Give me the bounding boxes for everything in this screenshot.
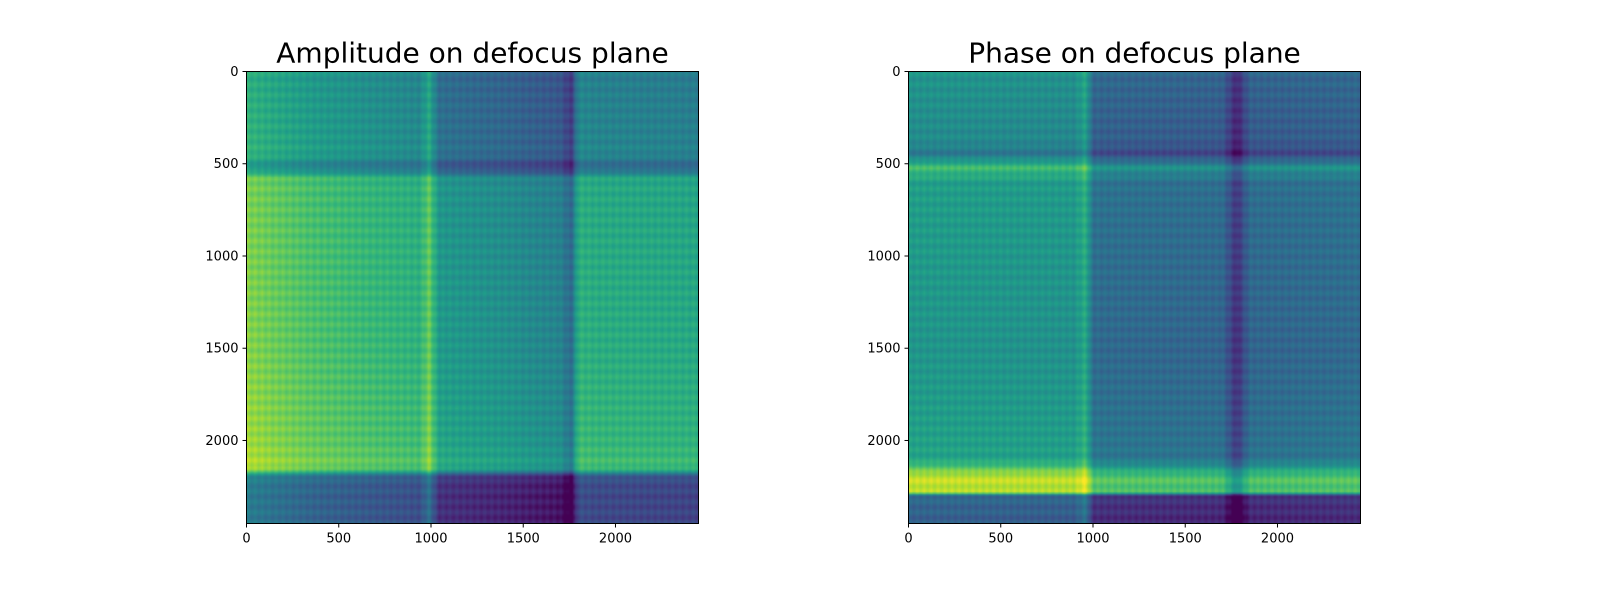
- amplitude-x-tick-label: 2000: [599, 532, 632, 547]
- phase-y-tick-label: 1500: [867, 342, 900, 357]
- phase-x-axis: 0 500 1000 1500 2000: [904, 523, 1294, 547]
- phase-x-tick-label: 1500: [1169, 532, 1202, 547]
- amplitude-y-axis: 0 500 1000 1500 2000: [205, 65, 247, 449]
- phase-x-tick-label: 1000: [1076, 532, 1109, 547]
- amplitude-title: Amplitude on defocus plane: [276, 37, 668, 70]
- phase-title: Phase on defocus plane: [968, 37, 1301, 70]
- phase-x-tick-label: 500: [988, 532, 1013, 547]
- amplitude-heatmap-image: [246, 71, 699, 524]
- amplitude-axes-frame: [246, 71, 699, 524]
- amplitude-x-tick-label: 0: [242, 532, 250, 547]
- amplitude-y-tick-label: 1500: [205, 342, 238, 357]
- phase-y-axis: 0 500 1000 1500 2000: [867, 65, 909, 449]
- phase-y-tick-label: 2000: [867, 434, 900, 449]
- phase-heatmap-image: [908, 71, 1361, 524]
- amplitude-x-tick-label: 1500: [507, 532, 540, 547]
- phase-x-tick-label: 0: [904, 532, 912, 547]
- phase-y-tick-label: 0: [892, 65, 900, 80]
- amplitude-x-tick-label: 500: [326, 532, 351, 547]
- amplitude-y-tick-label: 500: [214, 157, 239, 172]
- phase-x-tick-label: 2000: [1261, 532, 1294, 547]
- amplitude-y-tick-label: 1000: [205, 249, 238, 264]
- amplitude-y-tick-label: 2000: [205, 434, 238, 449]
- amplitude-x-axis: 0 500 1000 1500 2000: [242, 523, 632, 547]
- phase-axes-frame: [908, 71, 1361, 524]
- amplitude-x-tick-label: 1000: [414, 532, 447, 547]
- amplitude-panel: Amplitude on defocus plane 0 500 1000 1500 2…: [205, 37, 699, 547]
- phase-panel: Phase on defocus plane 0 500 1000 1500 2000 …: [867, 37, 1361, 547]
- phase-y-tick-label: 1000: [867, 249, 900, 264]
- phase-y-tick-label: 500: [876, 157, 901, 172]
- amplitude-y-tick-label: 0: [230, 65, 238, 80]
